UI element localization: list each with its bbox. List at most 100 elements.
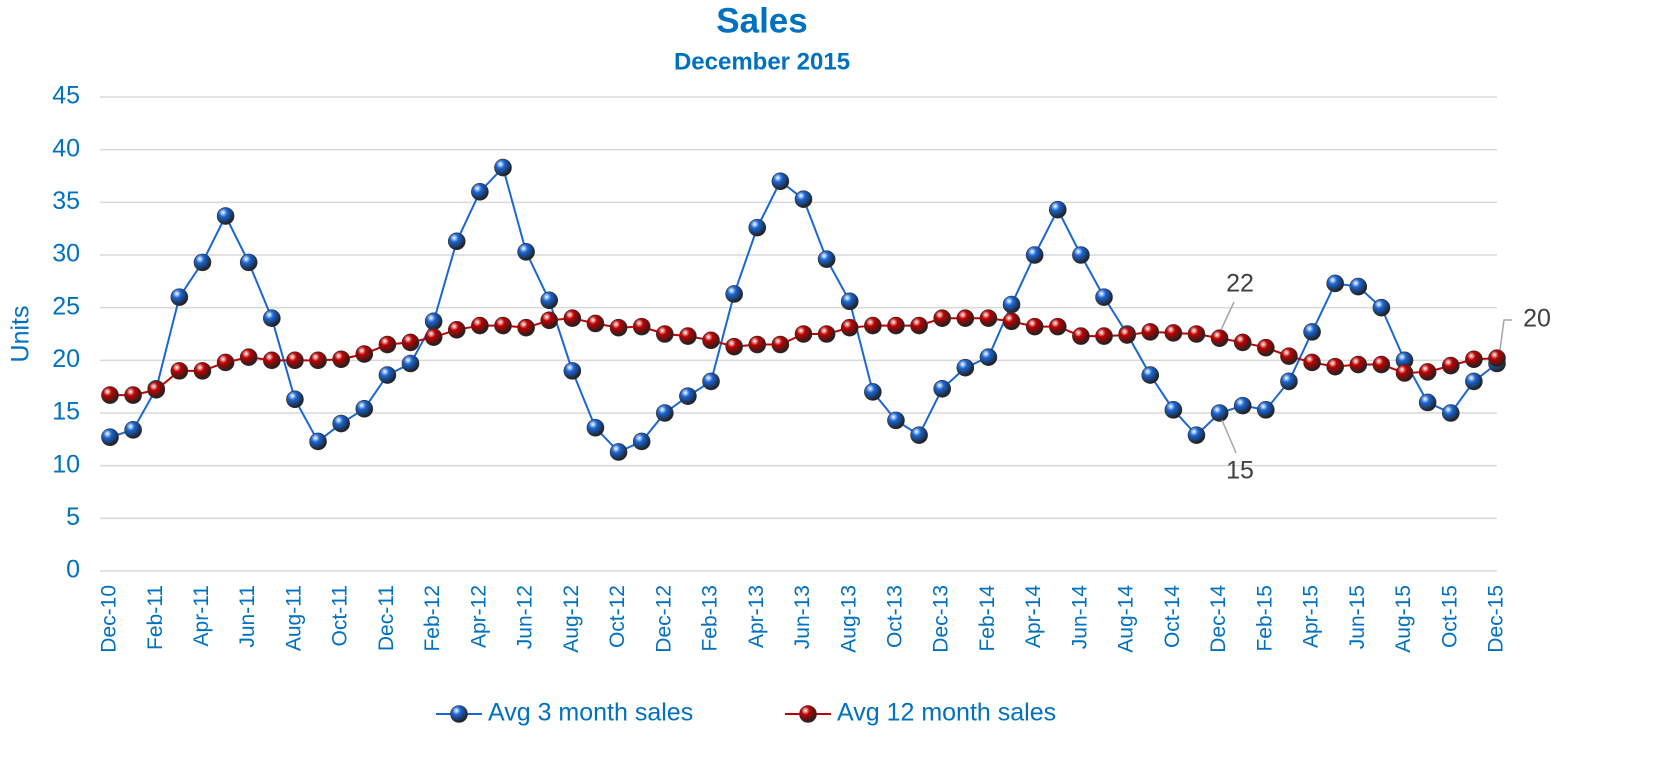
- point-marker: [702, 372, 720, 391]
- x-tick-label: Dec-12: [652, 585, 675, 653]
- point-marker: [216, 353, 235, 372]
- y-tick-label: 15: [52, 398, 80, 426]
- point-marker: [378, 366, 397, 384]
- point-marker: [1280, 347, 1298, 365]
- point-marker: [124, 386, 142, 404]
- legend-marker: [450, 705, 468, 723]
- point-marker: [1418, 363, 1437, 381]
- point-marker: [1418, 393, 1437, 412]
- point-marker: [401, 354, 420, 373]
- point-marker: [1002, 295, 1021, 314]
- label-leader: [1220, 301, 1235, 331]
- x-tick-label: Apr-12: [467, 585, 490, 648]
- point-marker: [447, 232, 466, 251]
- point-marker: [1441, 356, 1460, 375]
- point-marker: [1349, 355, 1368, 374]
- point-marker: [471, 316, 489, 335]
- point-marker: [679, 387, 697, 405]
- legend-marker: [799, 705, 817, 723]
- point-marker: [1233, 333, 1252, 352]
- point-marker: [910, 426, 928, 444]
- point-marker: [979, 348, 998, 366]
- point-marker: [286, 351, 304, 370]
- point-marker: [1326, 357, 1344, 376]
- point-marker: [378, 335, 397, 354]
- point-marker: [563, 309, 582, 328]
- point-marker: [632, 317, 651, 336]
- point-marker: [193, 253, 212, 272]
- point-marker: [147, 381, 166, 399]
- point-marker: [887, 316, 905, 335]
- y-tick-label: 5: [66, 503, 80, 531]
- point-marker: [1210, 404, 1229, 422]
- x-tick-label: Oct-14: [1161, 585, 1184, 648]
- point-marker: [1118, 326, 1136, 344]
- point-marker: [286, 390, 304, 409]
- y-tick-label: 40: [52, 134, 80, 162]
- point-marker: [817, 325, 836, 343]
- point-marker: [1441, 404, 1460, 422]
- point-marker: [1372, 355, 1391, 374]
- x-tick-label: Jun-14: [1068, 585, 1091, 650]
- point-marker: [193, 362, 212, 380]
- point-marker: [933, 309, 952, 328]
- point-marker: [725, 337, 743, 356]
- point-marker: [239, 348, 258, 366]
- point-marker: [887, 411, 905, 430]
- x-tick-label: Apr-13: [745, 585, 768, 648]
- point-marker: [794, 325, 813, 343]
- point-marker: [1164, 324, 1183, 342]
- point-marker: [586, 314, 605, 333]
- y-tick-label: 0: [66, 556, 80, 584]
- point-marker: [979, 309, 998, 328]
- point-marker: [101, 386, 119, 404]
- point-marker: [1233, 396, 1252, 415]
- point-marker: [1141, 366, 1160, 384]
- y-axis-title: Units: [7, 306, 35, 363]
- x-tick-label: Dec-11: [375, 585, 398, 651]
- point-marker: [540, 291, 559, 310]
- x-tick-label: Feb-15: [1253, 585, 1276, 652]
- point-marker: [471, 183, 489, 201]
- point-marker: [401, 333, 420, 352]
- point-marker: [170, 362, 189, 380]
- y-tick-label: 10: [52, 450, 80, 478]
- point-marker: [1210, 329, 1229, 348]
- point-marker: [1349, 277, 1368, 296]
- point-marker: [655, 325, 674, 343]
- point-marker: [817, 250, 836, 269]
- point-marker: [1095, 288, 1113, 306]
- x-tick-label: Feb-14: [976, 585, 999, 652]
- point-marker: [1303, 323, 1321, 341]
- x-tick-label: Apr-15: [1300, 585, 1323, 648]
- point-marker: [309, 432, 327, 451]
- x-tick-label: Jun-12: [514, 585, 537, 649]
- point-marker: [1095, 327, 1113, 345]
- y-tick-label: 45: [52, 82, 80, 110]
- point-marker: [910, 316, 928, 335]
- point-marker: [632, 432, 651, 451]
- point-marker: [1257, 401, 1275, 419]
- x-tick-label: Jun-13: [791, 585, 814, 649]
- point-marker: [1025, 317, 1044, 336]
- point-marker: [1072, 246, 1090, 264]
- point-marker: [1164, 401, 1183, 419]
- point-marker: [1465, 350, 1483, 369]
- point-marker: [933, 379, 952, 398]
- x-tick-label: Apr-14: [1022, 585, 1045, 648]
- x-tick-label: Oct-11: [329, 585, 352, 646]
- point-marker: [332, 414, 350, 433]
- x-tick-label: Dec-14: [1207, 585, 1230, 653]
- x-tick-label: Feb-13: [699, 585, 722, 652]
- point-marker: [1303, 353, 1321, 372]
- x-tick-label: Aug-13: [837, 585, 860, 653]
- chart-subtitle: December 2015: [674, 48, 850, 75]
- data-label: 22: [1226, 270, 1254, 298]
- y-tick-label: 20: [52, 345, 80, 373]
- point-marker: [1002, 312, 1021, 331]
- point-marker: [1187, 325, 1206, 343]
- point-marker: [563, 362, 582, 380]
- x-tick-label: Oct-13: [884, 585, 907, 648]
- point-marker: [1280, 372, 1298, 391]
- point-marker: [1141, 323, 1160, 341]
